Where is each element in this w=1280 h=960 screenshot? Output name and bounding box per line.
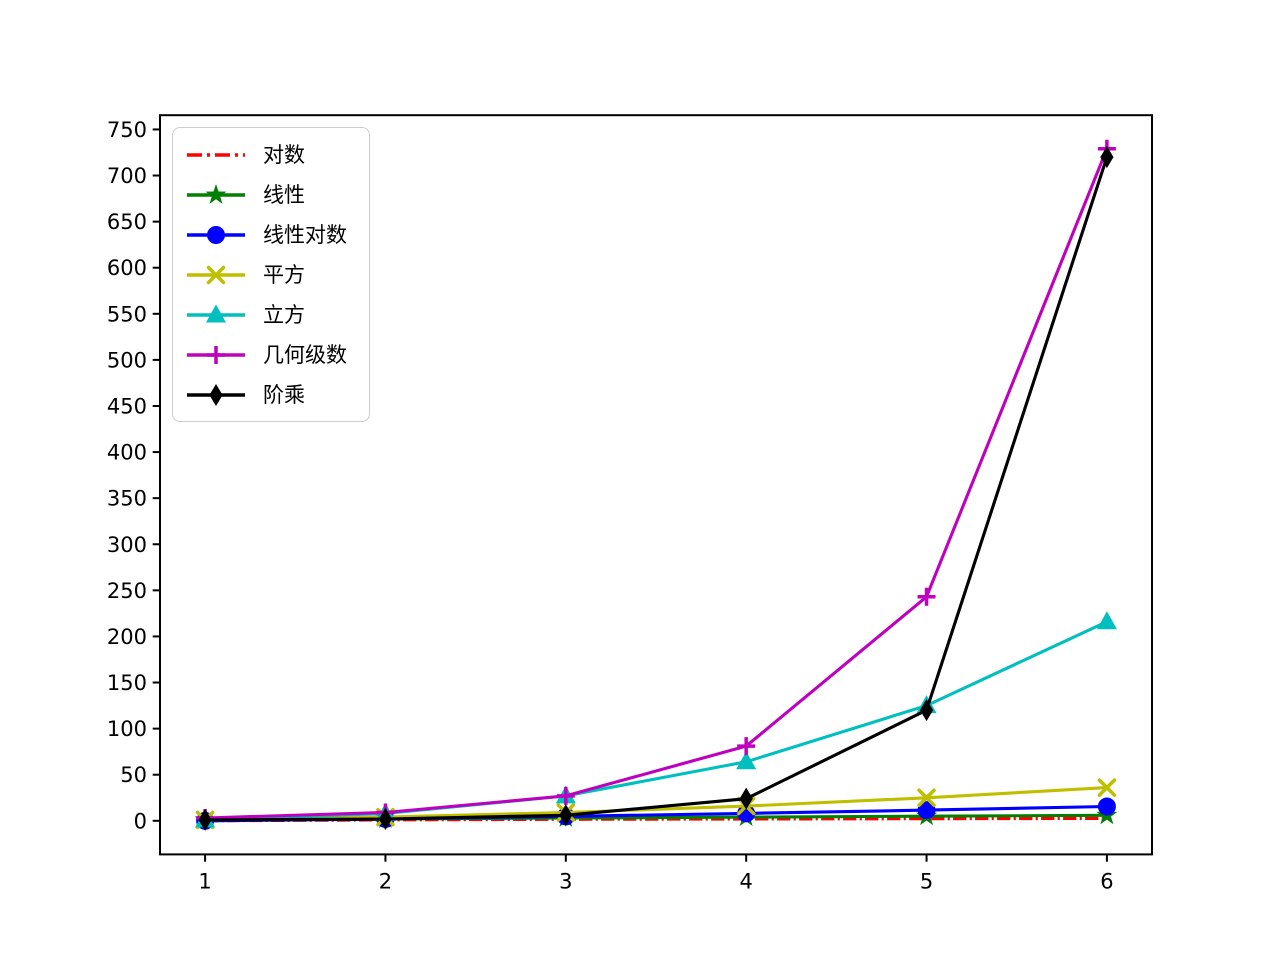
legend-item-geometric: 几何级数 [185, 338, 347, 371]
y-axis-tick-label: 550 [107, 302, 147, 326]
legend-label: 线性对数 [263, 222, 347, 247]
triangle-marker-icon [736, 751, 757, 770]
series-factorial [198, 146, 1114, 831]
x-axis-tick-label: 1 [198, 869, 211, 893]
legend-line-sample-icon [187, 345, 245, 364]
diamond-marker-icon [209, 383, 223, 406]
x-marker-icon [1097, 778, 1117, 797]
legend-label: 立方 [263, 302, 305, 327]
legend-label: 几何级数 [263, 342, 347, 367]
y-axis-tick-label: 350 [107, 487, 147, 511]
y-axis-tick-label: 600 [107, 256, 147, 280]
x-axis-tick-label: 3 [559, 869, 572, 893]
plus-marker-icon [556, 786, 575, 805]
circle-marker-icon [207, 225, 225, 244]
x-axis-tick-label: 5 [920, 869, 933, 893]
y-axis-tick-label: 700 [107, 164, 147, 188]
legend-box: 对数线性线性对数平方立方几何级数阶乘 [172, 127, 370, 422]
legend-item-square: 平方 [185, 258, 347, 291]
diamond-marker-icon [1100, 146, 1114, 169]
y-axis-tick-label: 250 [107, 579, 147, 603]
legend-item-factorial: 阶乘 [185, 378, 347, 411]
legend-item-log: 对数 [185, 138, 347, 171]
legend-label: 对数 [263, 142, 305, 167]
x-marker-icon [917, 788, 936, 808]
diamond-marker-icon [739, 787, 753, 810]
x-axis-tick-label: 6 [1100, 869, 1113, 893]
series-line-square [205, 786, 1107, 822]
x-marker-icon [206, 265, 226, 284]
plus-marker-icon [917, 587, 936, 606]
x-axis-tick-label: 4 [739, 869, 752, 893]
y-axis-tick-label: 100 [107, 717, 147, 741]
diamond-marker-icon [559, 804, 573, 827]
circle-marker-icon [917, 801, 936, 820]
plus-marker-icon [207, 345, 225, 364]
series-line-geometric [205, 148, 1109, 820]
legend-item-cubic: 立方 [185, 298, 347, 331]
circle-marker-icon [1097, 797, 1116, 816]
y-axis-tick-label: 150 [107, 671, 147, 695]
x-axis-tick-label: 2 [379, 869, 392, 893]
legend-line-sample-icon [187, 183, 245, 204]
star-marker-icon [205, 183, 227, 204]
legend-label: 平方 [263, 262, 305, 287]
legend-item-linear: 线性 [185, 178, 347, 211]
plus-marker-icon [737, 737, 756, 756]
legend-label: 阶乘 [263, 382, 305, 407]
triangle-marker-icon [1096, 611, 1117, 630]
diamond-marker-icon [198, 808, 212, 831]
triangle-marker-icon [206, 304, 226, 322]
y-axis-tick-label: 0 [134, 809, 147, 833]
y-axis-tick-label: 200 [107, 625, 147, 649]
y-axis-tick-label: 500 [107, 348, 147, 372]
y-axis-tick-label: 300 [107, 533, 147, 557]
diamond-marker-icon [919, 699, 934, 722]
legend-line-sample-icon [187, 383, 245, 406]
legend-line-sample-icon [187, 304, 245, 322]
y-axis-tick-label: 50 [120, 763, 147, 787]
legend-line-sample-icon [187, 225, 245, 244]
y-axis-tick-label: 400 [107, 441, 147, 465]
y-axis-tick-label: 650 [107, 210, 147, 234]
legend-line-sample-icon [187, 152, 245, 157]
axes-frame [159, 114, 1153, 856]
legend-label: 线性 [263, 182, 305, 207]
y-axis-tick-label: 750 [107, 118, 147, 142]
legend-line-sample-icon [187, 265, 245, 284]
series-line-factorial [205, 156, 1109, 822]
diamond-marker-icon [378, 807, 393, 830]
y-axis-tick-label: 450 [107, 394, 147, 418]
legend-item-linearithmic: 线性对数 [185, 218, 347, 251]
